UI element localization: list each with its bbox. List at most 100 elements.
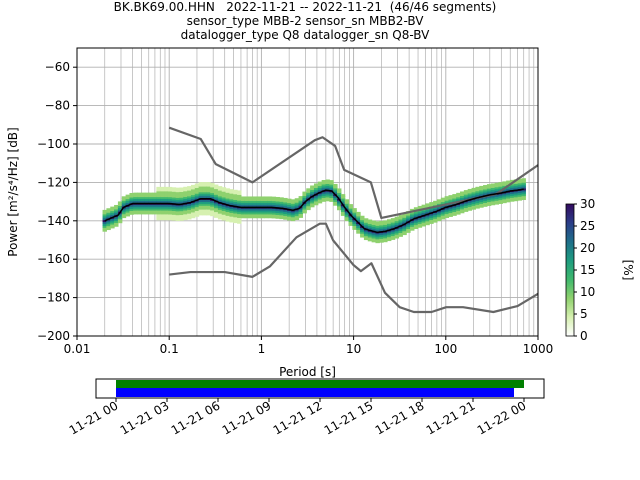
density-cell <box>240 213 246 217</box>
density-cell <box>463 209 469 212</box>
density-cell <box>267 213 273 217</box>
density-cell <box>117 220 123 224</box>
density-cell <box>275 198 280 202</box>
density-cell <box>448 198 453 202</box>
density-cell <box>133 192 138 196</box>
density-cell <box>471 189 476 193</box>
density-cell <box>410 214 415 218</box>
density-cell <box>290 210 296 214</box>
x-tick-label: 10 <box>346 342 361 356</box>
density-cell <box>229 196 234 200</box>
density-cell <box>410 216 415 220</box>
density-cell <box>221 212 227 215</box>
density-cell <box>310 204 315 208</box>
density-cell <box>190 207 196 211</box>
density-cell <box>506 186 511 189</box>
density-cell <box>283 203 288 207</box>
density-cell <box>121 207 127 211</box>
density-cell <box>121 198 127 201</box>
density-cell <box>160 198 165 201</box>
density-cell <box>383 224 388 227</box>
density-cell <box>202 185 207 189</box>
density-cell <box>436 203 442 206</box>
density-cell <box>144 194 150 198</box>
density-cell <box>367 234 373 238</box>
density-cell <box>333 187 338 191</box>
density-cell <box>217 203 223 206</box>
density-cell <box>221 200 227 204</box>
density-cell <box>294 209 300 213</box>
density-cell <box>402 217 407 220</box>
density-cell <box>240 209 246 213</box>
density-cell <box>171 198 177 202</box>
density-cell <box>229 191 234 194</box>
density-cell <box>394 220 400 224</box>
density-cell <box>317 195 323 198</box>
density-cell <box>194 202 200 206</box>
title-line-sensor: sensor_type MBB-2 sensor_sn MBB2-BV <box>186 14 424 28</box>
density-cell <box>263 202 269 205</box>
density-cell <box>363 220 369 223</box>
density-cell <box>210 188 215 192</box>
density-cell <box>410 228 415 231</box>
density-cell <box>463 195 469 199</box>
density-cell <box>506 197 511 201</box>
density-cell <box>298 215 303 218</box>
density-cell <box>156 207 161 211</box>
density-cell <box>298 198 303 201</box>
density-cell <box>167 209 173 213</box>
density-cell <box>233 208 238 212</box>
density-cell <box>156 215 161 219</box>
density-cell <box>267 215 273 219</box>
density-cell <box>317 193 323 196</box>
density-cell <box>460 197 465 200</box>
density-cell <box>125 209 131 213</box>
y-tick-label: −100 <box>37 137 70 151</box>
density-cell <box>256 198 261 201</box>
density-cell <box>302 203 307 206</box>
density-cell <box>333 199 338 202</box>
density-cell <box>160 188 165 192</box>
density-cell <box>283 211 288 214</box>
density-cell <box>521 189 526 193</box>
density-cell <box>133 194 138 198</box>
density-cell <box>167 196 173 200</box>
density-cell <box>263 204 269 207</box>
density-cell <box>179 191 184 194</box>
density-cell <box>171 206 177 210</box>
density-cell <box>187 191 192 195</box>
density-cell <box>221 189 227 192</box>
density-cell <box>417 205 423 209</box>
density-cell <box>429 217 434 221</box>
coverage-tick-label: 11-21 12 <box>271 398 325 437</box>
x-axis-label: Period [s] <box>279 365 336 379</box>
density-cell <box>206 199 211 202</box>
density-cell <box>398 215 403 218</box>
density-cell <box>214 188 219 191</box>
density-cell <box>356 227 361 230</box>
density-cell <box>110 225 115 229</box>
density-cell <box>471 203 476 206</box>
density-cell <box>333 197 338 200</box>
density-cell <box>483 200 488 203</box>
density-cell <box>444 200 450 203</box>
density-cell <box>517 186 523 190</box>
density-cell <box>206 195 211 199</box>
density-cell <box>486 186 492 189</box>
density-cell <box>390 233 396 237</box>
density-cell <box>117 209 123 212</box>
density-cell <box>190 184 196 188</box>
density-cell <box>379 222 384 226</box>
density-cell <box>298 196 303 199</box>
density-cell <box>164 192 169 196</box>
density-cell <box>390 221 396 225</box>
density-cell <box>429 213 434 217</box>
density-cell <box>275 216 280 219</box>
density-cell <box>229 194 234 198</box>
density-cell <box>252 196 257 200</box>
density-cell <box>137 198 142 201</box>
density-cell <box>337 194 342 197</box>
density-cell <box>448 197 453 200</box>
density-cell <box>421 204 426 208</box>
density-cell <box>125 211 131 215</box>
